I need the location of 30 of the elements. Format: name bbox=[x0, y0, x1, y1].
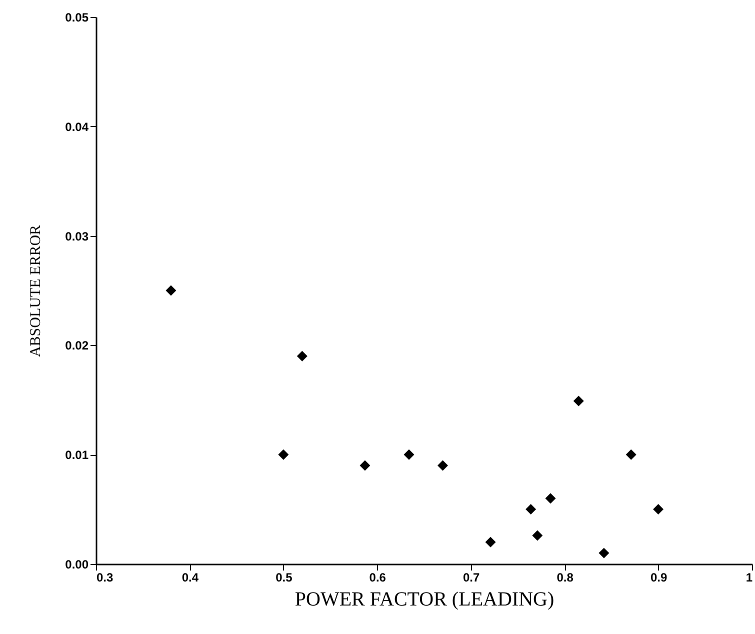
x-tick-label: 0.5 bbox=[276, 570, 293, 584]
point bbox=[296, 350, 308, 362]
x-tick-label: 0.9 bbox=[650, 570, 668, 584]
point bbox=[526, 504, 536, 515]
point bbox=[404, 449, 414, 460]
point bbox=[626, 449, 636, 460]
point bbox=[598, 548, 610, 558]
x-tick-label: 0.8 bbox=[556, 570, 574, 584]
point bbox=[166, 285, 176, 296]
y-tick-label: 0.04 bbox=[65, 120, 89, 134]
x-tick-label: 0.3 bbox=[96, 570, 114, 584]
point bbox=[573, 396, 584, 406]
x-tick-label: 0.7 bbox=[463, 570, 480, 584]
y-axis-title: ABSOLUTE ERROR bbox=[28, 224, 44, 358]
y-tick-label: 0.02 bbox=[65, 338, 89, 353]
x-tick-label: 0.6 bbox=[369, 570, 386, 584]
point bbox=[278, 449, 289, 460]
point bbox=[438, 460, 448, 471]
x-tick-label: 1 bbox=[746, 570, 753, 584]
x-tick-label: 0.4 bbox=[182, 570, 199, 584]
y-tick-label: 0.00 bbox=[65, 558, 89, 572]
point bbox=[545, 493, 556, 504]
y-tick-label: 0.01 bbox=[65, 448, 89, 462]
x-axis-title: POWER FACTOR (LEADING) bbox=[294, 588, 554, 610]
y-tick-label: 0.03 bbox=[65, 229, 89, 244]
point bbox=[360, 460, 370, 471]
point bbox=[532, 530, 543, 541]
y-tick-label: 0.05 bbox=[65, 10, 89, 24]
point bbox=[653, 504, 664, 515]
point bbox=[485, 536, 496, 548]
